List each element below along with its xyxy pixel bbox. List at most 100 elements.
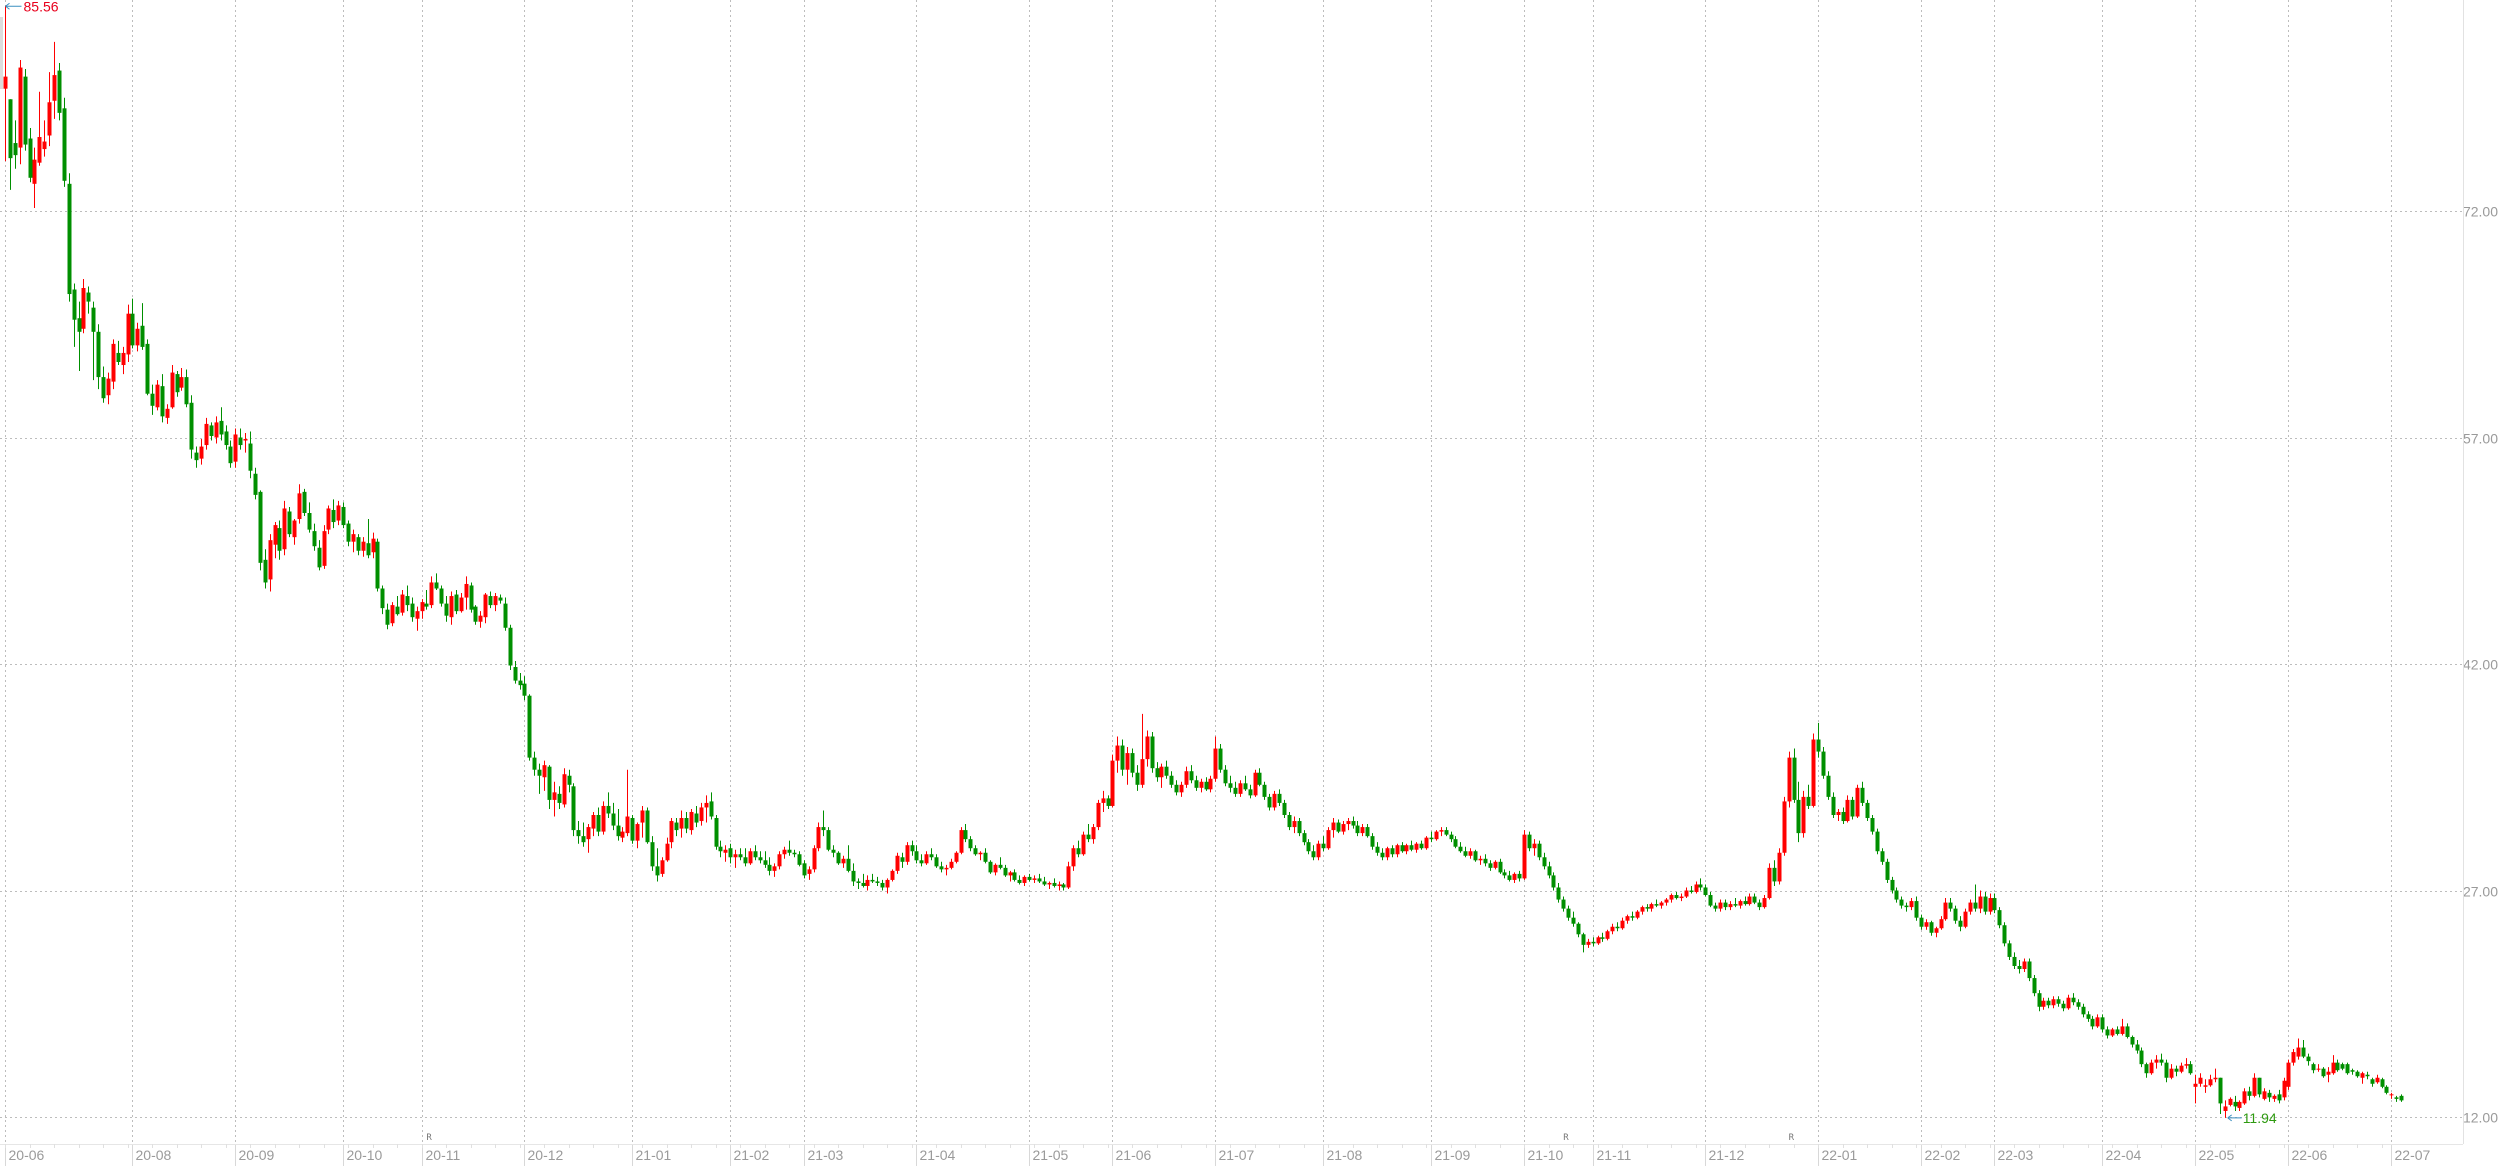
- candle: [1645, 904, 1650, 912]
- candle-body: [1027, 876, 1032, 880]
- candle-body: [130, 313, 135, 346]
- candle-body: [596, 815, 601, 832]
- candle-body: [2321, 1068, 2326, 1077]
- candle: [645, 807, 650, 844]
- candle-body: [189, 402, 194, 450]
- candle: [2247, 1086, 2252, 1101]
- candle-body: [1733, 904, 1738, 906]
- candle: [106, 372, 111, 405]
- candle: [1605, 929, 1610, 941]
- candle-body: [620, 831, 625, 838]
- candle-body: [1968, 902, 1973, 912]
- candle: [949, 858, 954, 870]
- candle: [679, 810, 684, 838]
- x-tick-label: 21-09: [1435, 1147, 1471, 1163]
- candle-body: [885, 879, 890, 888]
- candle-body: [1777, 852, 1782, 882]
- candle: [2233, 1095, 2238, 1111]
- candle-body: [2125, 1026, 2130, 1037]
- candle: [1796, 781, 1801, 843]
- candle: [199, 439, 204, 465]
- candle: [1997, 907, 2002, 929]
- candle-body: [1238, 783, 1243, 794]
- candle-body: [1473, 851, 1478, 861]
- candle: [2027, 958, 2032, 982]
- candle-body: [1894, 890, 1899, 900]
- y-tick-label: 42.00: [2463, 657, 2498, 673]
- candle-body: [728, 848, 733, 858]
- candle: [1336, 819, 1341, 834]
- candle-body: [175, 374, 180, 393]
- candle-body: [508, 627, 513, 666]
- candle: [1297, 818, 1302, 837]
- candle: [380, 585, 385, 615]
- candle: [32, 147, 37, 208]
- candle-body: [870, 879, 875, 882]
- candle-body: [473, 606, 478, 622]
- candle-body: [2110, 1029, 2115, 1036]
- candle-body: [302, 491, 307, 513]
- candle-body: [1953, 908, 1958, 921]
- candle-body: [2174, 1068, 2179, 1072]
- candle-body: [1125, 753, 1130, 770]
- candle: [655, 848, 660, 882]
- candle: [2365, 1071, 2370, 1080]
- candle: [2179, 1062, 2184, 1074]
- candle: [1311, 845, 1316, 861]
- candle-body: [1360, 827, 1365, 834]
- candle-body: [32, 159, 37, 184]
- low-price-label: 11.94: [2243, 1110, 2277, 1126]
- candle-body: [1248, 789, 1253, 796]
- candle-body: [1302, 833, 1307, 843]
- candle: [1306, 839, 1311, 855]
- candle: [415, 606, 420, 631]
- candle-body: [1439, 830, 1444, 832]
- candle: [2115, 1026, 2120, 1036]
- event-marker: R: [1789, 1133, 1795, 1143]
- candle-body: [2331, 1062, 2336, 1074]
- candle: [782, 846, 787, 859]
- candle-body: [449, 596, 454, 618]
- candle-body: [1958, 920, 1963, 927]
- candle: [67, 173, 72, 302]
- candle-body: [934, 857, 939, 867]
- candle: [1988, 893, 1993, 915]
- candle: [527, 694, 532, 761]
- candle: [140, 303, 145, 350]
- candle: [493, 593, 498, 612]
- x-tick-label: 22-01: [1822, 1147, 1858, 1163]
- candle-body: [150, 393, 155, 406]
- candle: [767, 857, 772, 876]
- candle-body: [1331, 822, 1336, 831]
- candle-body: [1463, 851, 1468, 856]
- candle: [2326, 1067, 2331, 1083]
- candle: [1924, 919, 1929, 930]
- candle: [1939, 916, 1944, 930]
- candle: [2399, 1094, 2404, 1102]
- candle-body: [1811, 739, 1816, 806]
- candle: [1973, 884, 1978, 912]
- candle: [444, 596, 449, 622]
- candle: [591, 811, 596, 837]
- candle-body: [522, 683, 527, 696]
- candle: [1899, 896, 1904, 909]
- candle-body: [1164, 766, 1169, 776]
- candle-body: [1841, 811, 1846, 822]
- candle-body: [1169, 775, 1174, 785]
- candle-body: [2335, 1062, 2340, 1071]
- candle: [1576, 922, 1581, 938]
- candle: [2032, 975, 2037, 997]
- candle: [1463, 846, 1468, 858]
- candle-body: [2272, 1095, 2277, 1099]
- candle-body: [145, 343, 150, 394]
- candle: [743, 848, 748, 867]
- candle-body: [37, 137, 42, 163]
- candle: [405, 585, 410, 612]
- candle-body: [1796, 799, 1801, 834]
- candle-body: [1022, 876, 1027, 883]
- candle: [420, 599, 425, 619]
- candle-body: [96, 331, 101, 378]
- candle: [1689, 885, 1694, 894]
- candle-body: [1336, 822, 1341, 832]
